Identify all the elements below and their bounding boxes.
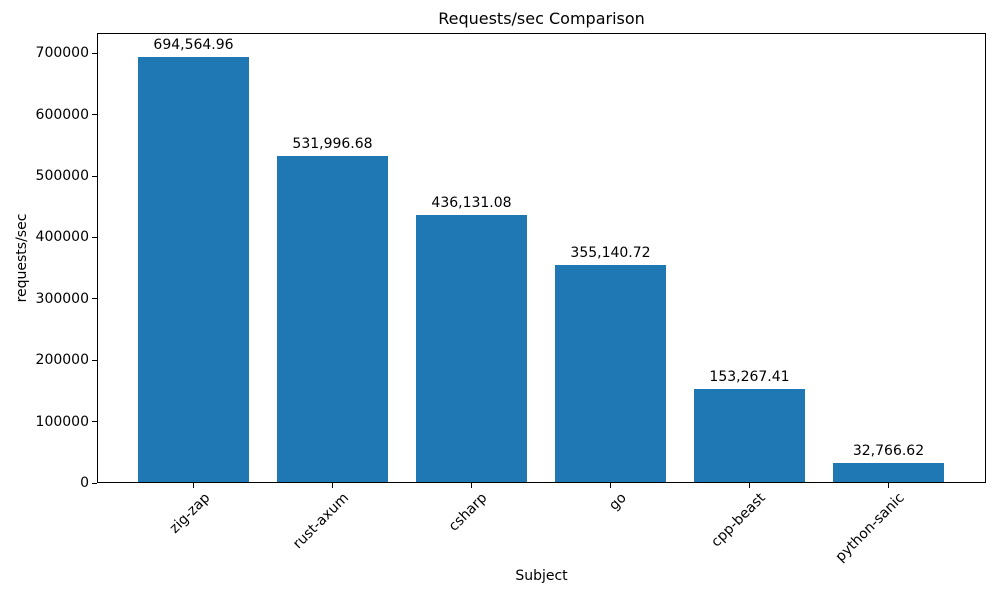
x-tick-label: zig-zap <box>166 490 213 537</box>
y-tick-label: 200000 <box>35 352 89 369</box>
bar-value-label: 531,996.68 <box>292 136 373 153</box>
y-tick-mark <box>92 114 97 116</box>
bar <box>416 215 527 482</box>
y-tick-label: 600000 <box>35 106 89 123</box>
bar-value-label: 153,267.41 <box>709 368 790 385</box>
y-tick-mark <box>92 482 97 484</box>
x-tick-mark <box>332 483 333 488</box>
x-tick-label: cpp-beast <box>708 490 769 551</box>
x-axis-label: Subject <box>515 568 568 584</box>
y-tick-label: 100000 <box>35 413 89 430</box>
bar-value-label: 32,766.62 <box>852 442 925 459</box>
y-tick-label: 300000 <box>35 290 89 307</box>
bar-value-label: 694,564.96 <box>153 36 234 53</box>
y-tick-mark <box>92 236 97 238</box>
y-tick-mark <box>92 175 97 177</box>
x-tick-label: rust-axum <box>289 490 352 553</box>
x-tick-mark <box>749 483 750 488</box>
bar <box>277 156 388 482</box>
bar-value-label: 355,140.72 <box>570 244 651 261</box>
bar <box>555 264 666 482</box>
x-tick-label: python-sanic <box>832 490 908 566</box>
y-tick-label: 500000 <box>35 168 89 185</box>
x-tick-mark <box>471 483 472 488</box>
x-tick-mark <box>610 483 611 488</box>
bar <box>138 56 249 482</box>
x-tick-label: go <box>606 490 630 514</box>
chart-title: Requests/sec Comparison <box>438 9 645 28</box>
bar <box>694 388 805 482</box>
y-tick-mark <box>92 298 97 300</box>
y-tick-mark <box>92 52 97 54</box>
y-axis-label: requests/sec <box>14 213 30 303</box>
y-tick-label: 0 <box>80 475 89 491</box>
y-tick-label: 700000 <box>35 45 89 62</box>
y-tick-mark <box>92 359 97 361</box>
x-tick-mark <box>193 483 194 488</box>
x-tick-mark <box>888 483 889 488</box>
y-tick-mark <box>92 421 97 423</box>
y-tick-label: 400000 <box>35 229 89 246</box>
x-tick-label: csharp <box>446 490 491 535</box>
bar <box>833 462 944 482</box>
bar-value-label: 436,131.08 <box>431 195 512 212</box>
